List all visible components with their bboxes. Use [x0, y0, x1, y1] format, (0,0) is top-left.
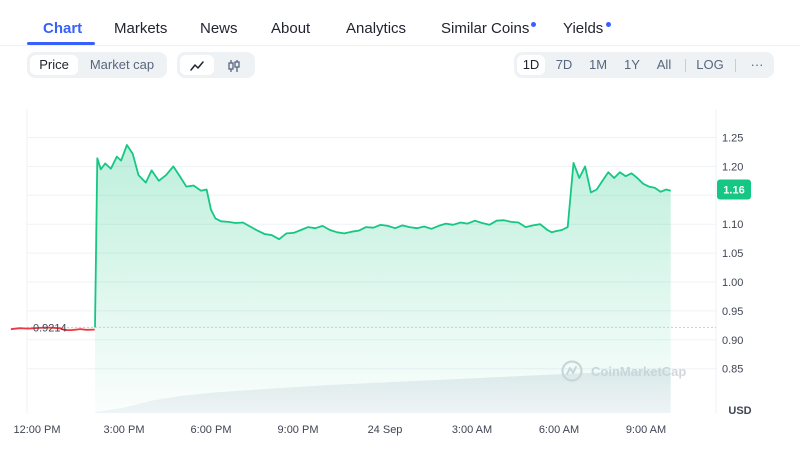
x-tick-label: 9:00 AM: [626, 424, 666, 436]
range-1m-button[interactable]: 1M: [588, 57, 608, 72]
y-tick-label: 1.05: [722, 248, 743, 260]
line-chart-button[interactable]: [180, 55, 214, 75]
tab-markets[interactable]: Markets: [114, 20, 168, 37]
y-tick-label: 0.90: [722, 335, 743, 347]
tab-yields[interactable]: Yields: [563, 20, 604, 37]
currency-label: USD: [728, 405, 751, 417]
range-1d-button[interactable]: 1D: [517, 55, 545, 75]
tab-bar: Chart Markets News About Analytics Simil…: [0, 0, 800, 46]
x-tick-label: 12:00 PM: [13, 424, 60, 436]
price-series: [10, 144, 671, 331]
metric-toggle: Price Market cap: [27, 52, 167, 78]
y-tick-label: 1.20: [722, 161, 743, 173]
y-axis: 1.251.201.151.101.051.000.950.900.85: [722, 133, 743, 376]
tabs-divider: [0, 45, 800, 46]
candlestick-icon: [228, 59, 240, 72]
market-cap-toggle-button[interactable]: Market cap: [89, 57, 155, 72]
range-all-button[interactable]: All: [656, 57, 672, 72]
toolbar-separator: [685, 59, 686, 72]
price-toggle-button[interactable]: Price: [30, 55, 78, 75]
active-tab-indicator: [27, 42, 95, 45]
y-tick-label: 1.25: [722, 133, 743, 145]
new-indicator-dot: [531, 22, 536, 27]
x-tick-label: 9:00 PM: [278, 424, 319, 436]
y-tick-label: 1.00: [722, 277, 743, 289]
current-price-tag: 1.16: [717, 179, 751, 200]
tab-analytics[interactable]: Analytics: [346, 20, 407, 37]
x-axis: 12:00 PM 3:00 PM 6:00 PM 9:00 PM 24 Sep 3:00 …: [13, 424, 666, 436]
tab-about[interactable]: About: [271, 20, 311, 37]
x-tick-label: 6:00 PM: [191, 424, 232, 436]
range-7d-button[interactable]: 7D: [555, 57, 573, 72]
y-tick-label: 0.85: [722, 364, 743, 376]
chart-style-toggle: [177, 52, 255, 78]
candlestick-button[interactable]: [217, 55, 251, 75]
range-toggle: 1D 7D 1M 1Y All LOG ···: [514, 52, 774, 78]
y-tick-label: 0.95: [722, 306, 743, 318]
tab-similar-coins[interactable]: Similar Coins: [441, 20, 530, 37]
y-tick-label: 1.10: [722, 219, 743, 231]
line-chart-icon: [190, 60, 204, 71]
tab-news[interactable]: News: [200, 20, 238, 37]
x-tick-label: 6:00 AM: [539, 424, 579, 436]
price-line-down: [10, 326, 95, 331]
x-tick-label: 3:00 AM: [452, 424, 492, 436]
price-area-fill: [95, 145, 671, 413]
current-price-badge: [717, 179, 751, 200]
price-line-up: [94, 144, 671, 328]
tab-chart[interactable]: Chart: [43, 20, 83, 37]
new-indicator-dot: [606, 22, 611, 27]
current-price-label: 1.16: [723, 185, 744, 197]
open-price-label: 0.9214: [33, 322, 67, 334]
toolbar-separator: [735, 59, 736, 72]
x-tick-label: 24 Sep: [368, 424, 403, 436]
x-tick-label: 3:00 PM: [104, 424, 145, 436]
log-scale-button[interactable]: LOG: [696, 57, 724, 72]
more-options-button[interactable]: ···: [750, 57, 764, 72]
range-1y-button[interactable]: 1Y: [624, 57, 640, 72]
